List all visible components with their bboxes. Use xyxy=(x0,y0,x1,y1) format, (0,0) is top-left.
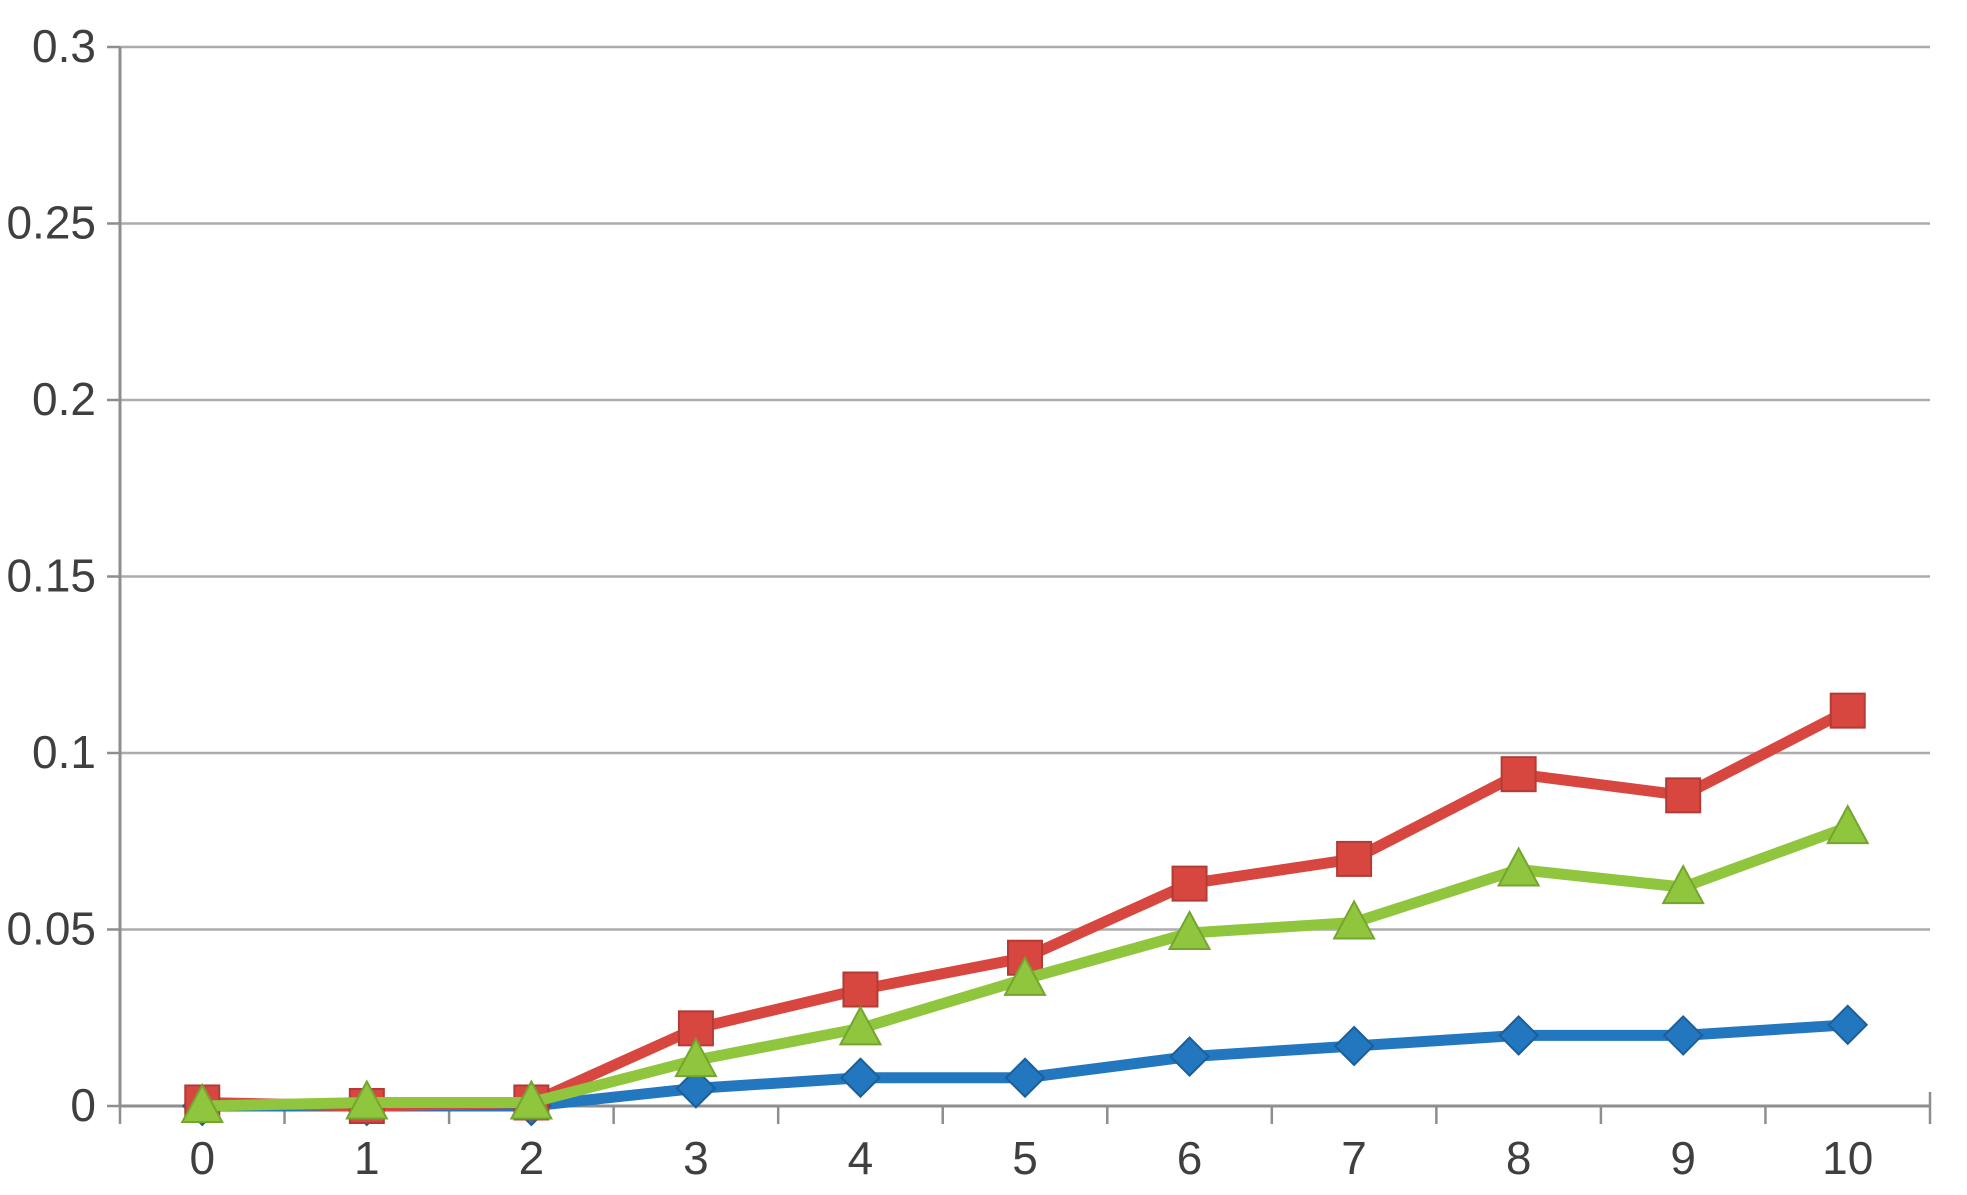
x-axis-tick-label: 10 xyxy=(1822,1132,1873,1184)
x-axis-tick-label: 5 xyxy=(1012,1132,1038,1184)
x-axis-tick-label: 7 xyxy=(1341,1132,1367,1184)
blue-diamond-series-marker xyxy=(1827,1004,1869,1046)
y-axis-tick-label: 0.1 xyxy=(32,726,96,778)
blue-diamond-series-marker xyxy=(1004,1057,1046,1099)
green-triangle-series-marker xyxy=(1332,899,1376,940)
x-axis-tick-label: 1 xyxy=(354,1132,380,1184)
red-square-series-marker xyxy=(1336,840,1373,877)
y-axis-tick-label: 0.25 xyxy=(6,197,96,249)
x-axis-tick-label: 3 xyxy=(683,1132,709,1184)
green-triangle-series-marker xyxy=(674,1037,718,1078)
green-triangle-series-marker xyxy=(509,1079,554,1120)
green-triangle-series-marker xyxy=(1003,955,1047,996)
red-square-series-marker xyxy=(1171,865,1208,902)
x-axis-tick-label: 9 xyxy=(1670,1132,1696,1184)
blue-diamond-series-marker xyxy=(1498,1014,1540,1056)
blue-diamond-series-marker xyxy=(1333,1025,1375,1067)
x-axis-tick-label: 2 xyxy=(519,1132,545,1184)
blue-diamond-series-marker xyxy=(675,1067,717,1109)
red-square-series-marker xyxy=(1500,756,1537,793)
y-axis-tick-label: 0.2 xyxy=(32,373,96,425)
red-square-series-line xyxy=(196,705,1854,1112)
blue-diamond-series-marker xyxy=(1169,1036,1210,1077)
green-triangle-series-marker xyxy=(1661,864,1705,905)
x-axis-tick-label: 6 xyxy=(1177,1132,1203,1184)
red-square-series-marker xyxy=(842,971,879,1008)
y-axis-tick-label: 0.3 xyxy=(32,20,96,72)
x-axis-tick-label: 8 xyxy=(1506,1132,1532,1184)
y-axis-tick-label: 0.05 xyxy=(6,903,96,955)
red-square-series-marker xyxy=(1665,777,1702,814)
green-triangle-series-marker xyxy=(1496,846,1541,887)
green-triangle-series-marker xyxy=(180,1082,224,1123)
y-axis-tick-label: 0 xyxy=(70,1079,96,1131)
green-triangle-series-marker xyxy=(1826,804,1870,845)
blue-diamond-series-marker xyxy=(840,1057,881,1099)
green-triangle-series-marker xyxy=(838,1005,883,1046)
blue-diamond-series-marker xyxy=(1662,1014,1704,1056)
green-triangle-series-marker xyxy=(1167,909,1212,951)
x-axis-tick-label: 0 xyxy=(189,1132,215,1184)
green-triangle-series-marker xyxy=(345,1079,389,1120)
y-axis-tick-label: 0.15 xyxy=(6,550,96,602)
red-square-series-marker xyxy=(1829,692,1866,729)
x-axis-tick-label: 4 xyxy=(848,1132,874,1184)
